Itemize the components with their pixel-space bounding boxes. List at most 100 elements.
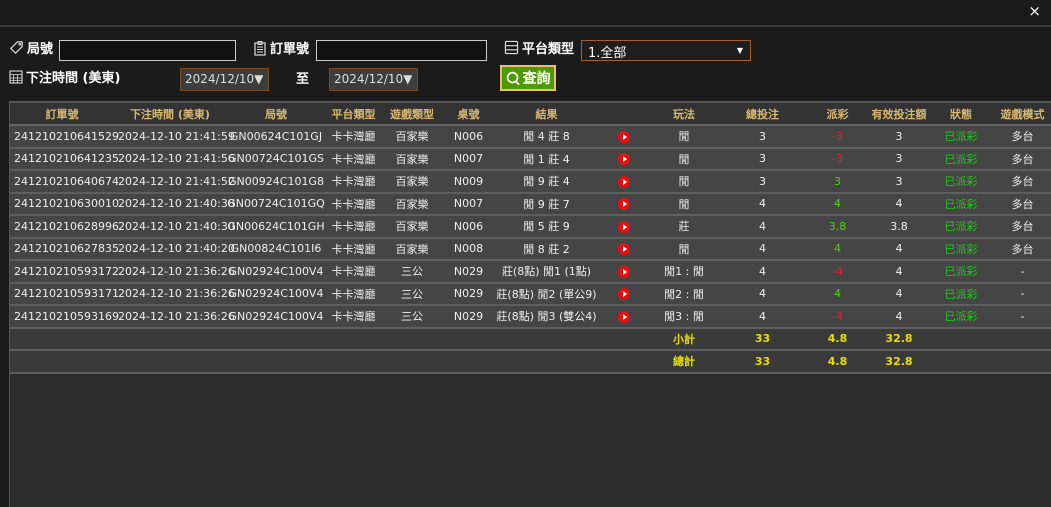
cell-platform: 卡卡灣廳	[326, 215, 381, 239]
cell-total-bet: 4	[719, 260, 806, 284]
cell-valid-bet: 3	[869, 170, 929, 194]
cell-order-no: 241210210593171	[10, 282, 119, 306]
table-row: 241210210628996 2024-12-10 21:40:30 GN0062…	[10, 215, 1051, 239]
play-video-icon[interactable]	[618, 153, 630, 166]
cell-platform: 卡卡灣廳	[326, 237, 381, 261]
bet-records-table: 訂單號 下注時間 (美東) 局號 平台類型 遊戲類型 桌號 結果 玩法 總投注 派彩 有效投注額 狀態…	[9, 101, 1051, 507]
cell-play-type: 閒2 : 閒	[649, 282, 719, 306]
play-video-icon[interactable]	[618, 198, 630, 211]
replay-cell	[599, 237, 649, 261]
cell-payout: 3	[806, 170, 869, 194]
calendar-icon	[9, 70, 23, 84]
play-video-icon[interactable]	[618, 175, 630, 188]
cell-platform: 卡卡灣廳	[326, 282, 381, 306]
cell-game-mode: 多台	[993, 215, 1051, 239]
empty-cell	[443, 327, 494, 351]
cell-round-no: GN00724C101GS	[226, 147, 326, 171]
cell-valid-bet: 4	[869, 192, 929, 216]
empty-cell	[226, 327, 326, 351]
empty-cell	[326, 327, 381, 351]
cell-status: 已派彩	[929, 237, 993, 261]
tag-icon	[10, 41, 23, 54]
table-row: 241210210641235 2024-12-10 21:41:56 GN0072…	[10, 147, 1051, 171]
platform-select[interactable]: 1.全部 ▼	[581, 40, 751, 61]
subtotal-label: 小計	[649, 327, 719, 351]
cell-platform: 卡卡灣廳	[326, 170, 381, 194]
cell-table-no: N029	[443, 282, 494, 306]
empty-cell	[993, 327, 1051, 351]
cell-round-no: GN00724C101GQ	[226, 192, 326, 216]
date-from-select[interactable]: 2024/12/10▼	[180, 68, 269, 91]
cell-status: 已派彩	[929, 125, 993, 149]
subtotal-row: 小計 33 4.8 32.8	[10, 327, 1051, 351]
empty-cell	[114, 327, 226, 351]
cell-status: 已派彩	[929, 215, 993, 239]
cell-play-type: 閒	[649, 125, 719, 149]
cell-payout: 4	[806, 237, 869, 261]
cell-table-no: N008	[443, 237, 494, 261]
table-row: 241210210593172 2024-12-10 21:36:26 GN0292…	[10, 260, 1051, 284]
cell-total-bet: 4	[719, 305, 806, 329]
cell-game-type: 百家樂	[381, 125, 443, 149]
query-button[interactable]: 查詢	[500, 65, 556, 91]
cell-bet-time: 2024-12-10 21:40:30	[114, 215, 235, 239]
cell-bet-time: 2024-12-10 21:36:26	[114, 260, 235, 284]
cell-result: 閒 9 莊 4	[494, 170, 599, 194]
empty-cell	[326, 350, 381, 374]
cell-round-no: GN00824C101I6	[226, 237, 326, 261]
empty-cell	[599, 350, 649, 374]
cell-game-type: 三公	[381, 260, 443, 284]
replay-cell	[599, 192, 649, 216]
search-icon	[506, 71, 520, 85]
cell-play-type: 閒1 : 閒	[649, 260, 719, 284]
cell-status: 已派彩	[929, 147, 993, 171]
cell-table-no: N009	[443, 170, 494, 194]
play-video-icon[interactable]	[618, 243, 630, 256]
table-row: 241210210593171 2024-12-10 21:36:26 GN0292…	[10, 282, 1051, 306]
cell-total-bet: 3	[719, 125, 806, 149]
subtotal-bet: 33	[719, 327, 806, 351]
cell-valid-bet: 4	[869, 282, 929, 306]
cell-result: 莊(8點) 閒2 (單公9)	[494, 282, 599, 306]
cell-order-no: 241210210630010	[10, 192, 119, 216]
date-to-select[interactable]: 2024/12/10▼	[329, 68, 418, 91]
cell-total-bet: 4	[719, 192, 806, 216]
play-video-icon[interactable]	[618, 130, 630, 143]
replay-cell	[599, 260, 649, 284]
top-bar: ×	[0, 0, 1051, 27]
cell-payout: -3	[806, 125, 869, 149]
cell-order-no: 241210210627835	[10, 237, 119, 261]
replay-cell	[599, 305, 649, 329]
play-video-icon[interactable]	[618, 310, 630, 323]
round-input[interactable]	[59, 40, 236, 61]
cell-bet-time: 2024-12-10 21:41:56	[114, 147, 235, 171]
cell-table-no: N029	[443, 260, 494, 284]
round-label: 局號	[9, 38, 53, 57]
total-valid: 32.8	[869, 350, 929, 374]
cell-game-type: 百家樂	[381, 147, 443, 171]
table-row: 241210210593169 2024-12-10 21:36:26 GN0292…	[10, 305, 1051, 329]
cell-total-bet: 4	[719, 215, 806, 239]
order-input[interactable]	[316, 40, 487, 61]
cell-game-mode: -	[993, 305, 1051, 329]
close-icon[interactable]: ×	[1028, 2, 1041, 20]
cell-bet-time: 2024-12-10 21:36:26	[114, 305, 235, 329]
replay-cell	[599, 215, 649, 239]
cell-payout: 4	[806, 282, 869, 306]
cell-payout: 3.8	[806, 215, 869, 239]
header-status: 狀態	[929, 103, 993, 126]
cell-play-type: 閒3 : 閒	[649, 305, 719, 329]
play-video-icon[interactable]	[618, 265, 630, 278]
header-table-no: 桌號	[443, 103, 494, 126]
header-bet-time: 下注時間 (美東)	[114, 103, 226, 126]
cell-result: 莊(8點) 閒1 (1點)	[494, 260, 599, 284]
cell-round-no: GN02924C100V4	[226, 282, 326, 306]
play-video-icon[interactable]	[618, 220, 630, 233]
cell-result: 閒 9 莊 7	[494, 192, 599, 216]
header-game-type: 遊戲類型	[381, 103, 443, 126]
cell-game-type: 百家樂	[381, 215, 443, 239]
cell-payout: 4	[806, 192, 869, 216]
cell-play-type: 閒	[649, 170, 719, 194]
play-video-icon[interactable]	[618, 288, 630, 301]
order-label: 訂單號	[253, 38, 309, 57]
